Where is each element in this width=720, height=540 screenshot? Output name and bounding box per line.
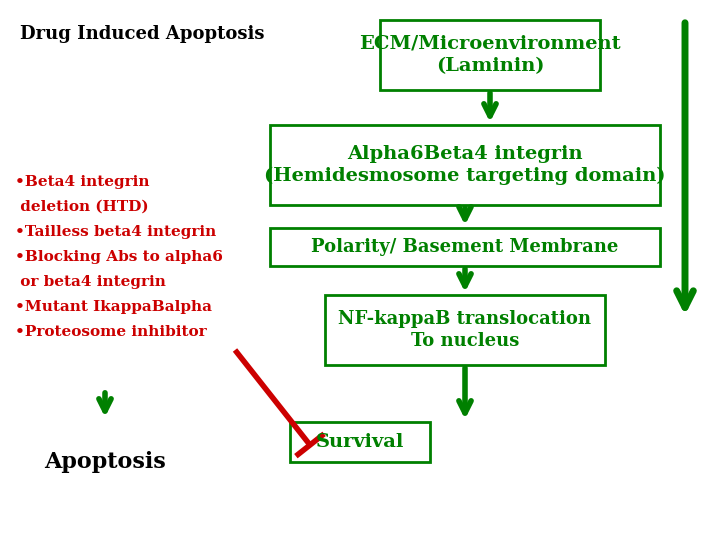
Text: •Blocking Abs to alpha6: •Blocking Abs to alpha6 xyxy=(15,250,223,264)
Text: or beta4 integrin: or beta4 integrin xyxy=(15,275,166,289)
Text: Polarity/ Basement Membrane: Polarity/ Basement Membrane xyxy=(311,238,618,256)
Text: ECM/Microenvironment
(Laminin): ECM/Microenvironment (Laminin) xyxy=(359,35,621,75)
Text: deletion (HTD): deletion (HTD) xyxy=(15,200,148,214)
Bar xyxy=(380,20,600,90)
Text: •Proteosome inhibitor: •Proteosome inhibitor xyxy=(15,325,207,339)
Text: Apoptosis: Apoptosis xyxy=(44,451,166,473)
Text: Drug Induced Apoptosis: Drug Induced Apoptosis xyxy=(20,25,264,43)
Text: Alpha6Beta4 integrin
(Hemidesmosome targeting domain): Alpha6Beta4 integrin (Hemidesmosome targ… xyxy=(264,145,666,185)
Text: •Tailless beta4 integrin: •Tailless beta4 integrin xyxy=(15,225,216,239)
Bar xyxy=(325,295,605,365)
Text: Survival: Survival xyxy=(316,433,404,451)
Bar xyxy=(270,125,660,205)
Text: •Beta4 integrin: •Beta4 integrin xyxy=(15,175,150,189)
Text: NF-kappaB translocation
To nucleus: NF-kappaB translocation To nucleus xyxy=(338,310,592,350)
Text: •Mutant IkappaBalpha: •Mutant IkappaBalpha xyxy=(15,300,212,314)
Bar xyxy=(270,228,660,266)
Bar xyxy=(290,422,430,462)
